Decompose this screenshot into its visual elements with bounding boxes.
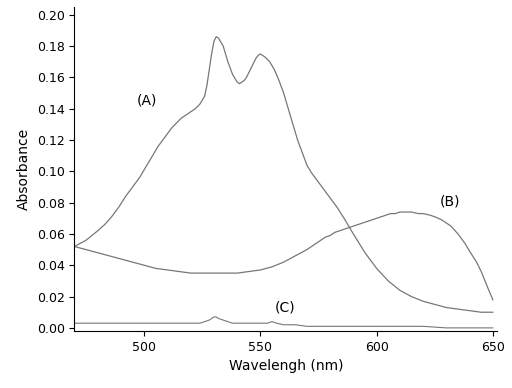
Text: (C): (C) xyxy=(274,301,295,315)
Text: (B): (B) xyxy=(439,195,460,209)
X-axis label: Wavelengh (nm): Wavelengh (nm) xyxy=(229,359,343,373)
Text: (A): (A) xyxy=(137,93,158,107)
Y-axis label: Absorbance: Absorbance xyxy=(17,128,31,210)
